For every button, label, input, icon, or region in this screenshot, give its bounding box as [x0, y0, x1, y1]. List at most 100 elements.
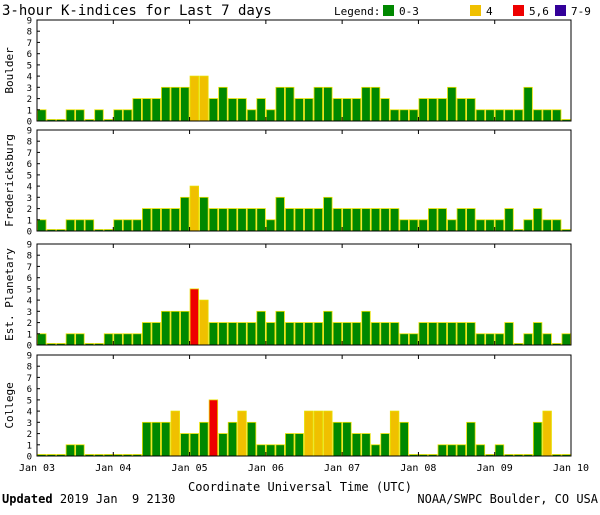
legend-swatch [513, 5, 524, 16]
k-index-bar [218, 322, 228, 346]
k-index-bar [265, 219, 276, 232]
k-index-bar [189, 433, 200, 457]
k-index-bar [313, 322, 323, 346]
k-index-bar [475, 219, 486, 232]
x-tick-label: Jan 10 [553, 463, 589, 474]
k-index-bar [418, 98, 428, 122]
k-index-bar [218, 86, 228, 122]
k-index-bar [408, 109, 419, 122]
panel-frame [36, 129, 572, 232]
k-index-bar [256, 310, 266, 346]
y-tick-label: 3 [27, 419, 32, 429]
k-index-bar [161, 208, 171, 232]
y-tick-label: 8 [27, 138, 32, 148]
k-index-bar [389, 109, 400, 122]
k-index-bar [37, 333, 47, 346]
k-index-bar [304, 322, 314, 346]
k-index-bar [75, 219, 85, 232]
panel-frame [36, 243, 572, 346]
y-tick-label: 0 [27, 342, 32, 352]
y-tick-label: 3 [27, 308, 32, 318]
k-index-bar [304, 410, 314, 457]
y-tick-label: 5 [27, 396, 32, 406]
x-tick-label: Jan 04 [95, 463, 131, 474]
k-index-bar [227, 98, 238, 122]
k-index-bar [408, 333, 419, 346]
y-tick-label: 0 [27, 228, 32, 238]
k-index-bar [246, 421, 257, 457]
k-index-bar [132, 333, 142, 346]
y-tick-label: 2 [27, 430, 32, 440]
k-index-bar [161, 86, 171, 122]
k-index-bar [265, 444, 276, 457]
k-index-bar [208, 399, 219, 457]
k-index-bar [380, 98, 390, 122]
y-tick-label: 0 [27, 118, 32, 128]
k-index-bar [342, 421, 352, 457]
k-index-bar [113, 333, 123, 346]
k-index-bar [65, 219, 76, 232]
k-index-bar [132, 98, 142, 122]
k-index-bar [351, 322, 362, 346]
k-index-bar [494, 444, 505, 457]
k-index-bar [332, 98, 343, 122]
k-index-bar [494, 219, 505, 232]
k-index-bar [408, 219, 419, 232]
k-index-bar [180, 433, 190, 457]
k-index-bar [313, 410, 323, 457]
k-index-bar [180, 86, 190, 122]
y-tick-label: 6 [27, 274, 32, 284]
x-tick-label: Jan 06 [248, 463, 284, 474]
k-index-bar [399, 333, 409, 346]
k-index-bar [151, 98, 161, 122]
k-index-bar [542, 219, 552, 232]
k-index-bar [313, 208, 323, 232]
k-index-bar [437, 98, 447, 122]
k-index-bar [399, 421, 409, 457]
y-tick-label: 0 [27, 453, 32, 463]
k-index-bar [294, 208, 304, 232]
y-tick-label: 7 [27, 39, 32, 49]
k-index-bar [542, 333, 552, 346]
k-index-bar [246, 208, 257, 232]
panel-label: Fredericksburg [3, 134, 16, 227]
k-index-bar [494, 333, 505, 346]
k-index-bar [265, 109, 276, 122]
k-index-bar [275, 444, 285, 457]
y-tick-label: 4 [27, 408, 32, 418]
k-index-bar [523, 333, 533, 346]
k-index-bar [65, 444, 76, 457]
x-axis-label: Coordinate Universal Time (UTC) [188, 480, 412, 494]
y-tick-label: 1 [27, 441, 32, 451]
k-index-bar [475, 333, 486, 346]
k-index-bar [141, 421, 152, 457]
k-index-bar [218, 433, 228, 457]
y-tick-label: 4 [27, 297, 32, 307]
k-index-bar [504, 109, 514, 122]
x-tick-label: Jan 09 [477, 463, 513, 474]
k-index-bar [342, 98, 352, 122]
k-index-bar [418, 322, 428, 346]
legend-entry: 0-3 [399, 5, 419, 18]
k-index-bar [532, 109, 543, 122]
k-index-bar [227, 208, 238, 232]
k-index-bar [208, 98, 219, 122]
k-index-bar [323, 196, 333, 232]
k-index-bar [399, 219, 409, 232]
k-index-bar [161, 421, 171, 457]
y-tick-label: 5 [27, 61, 32, 71]
k-index-bar [361, 310, 371, 346]
legend-swatch [555, 5, 566, 16]
k-index-bar [237, 322, 247, 346]
k-index-bar [218, 208, 228, 232]
k-index-bar [141, 208, 152, 232]
k-index-bar [285, 433, 295, 457]
k-index-bar [113, 219, 123, 232]
k-index-bar [170, 410, 180, 457]
k-index-bar [256, 208, 266, 232]
y-tick-label: 4 [27, 183, 32, 193]
y-tick-label: 8 [27, 252, 32, 262]
